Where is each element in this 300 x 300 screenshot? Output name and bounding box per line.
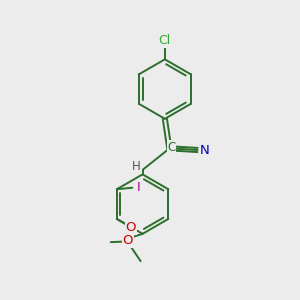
Text: O: O <box>125 221 136 234</box>
Text: Cl: Cl <box>159 34 171 47</box>
Text: O: O <box>122 234 133 247</box>
Text: C: C <box>168 140 176 154</box>
Text: N: N <box>200 143 209 157</box>
Text: I: I <box>137 181 141 194</box>
Text: H: H <box>132 160 141 173</box>
